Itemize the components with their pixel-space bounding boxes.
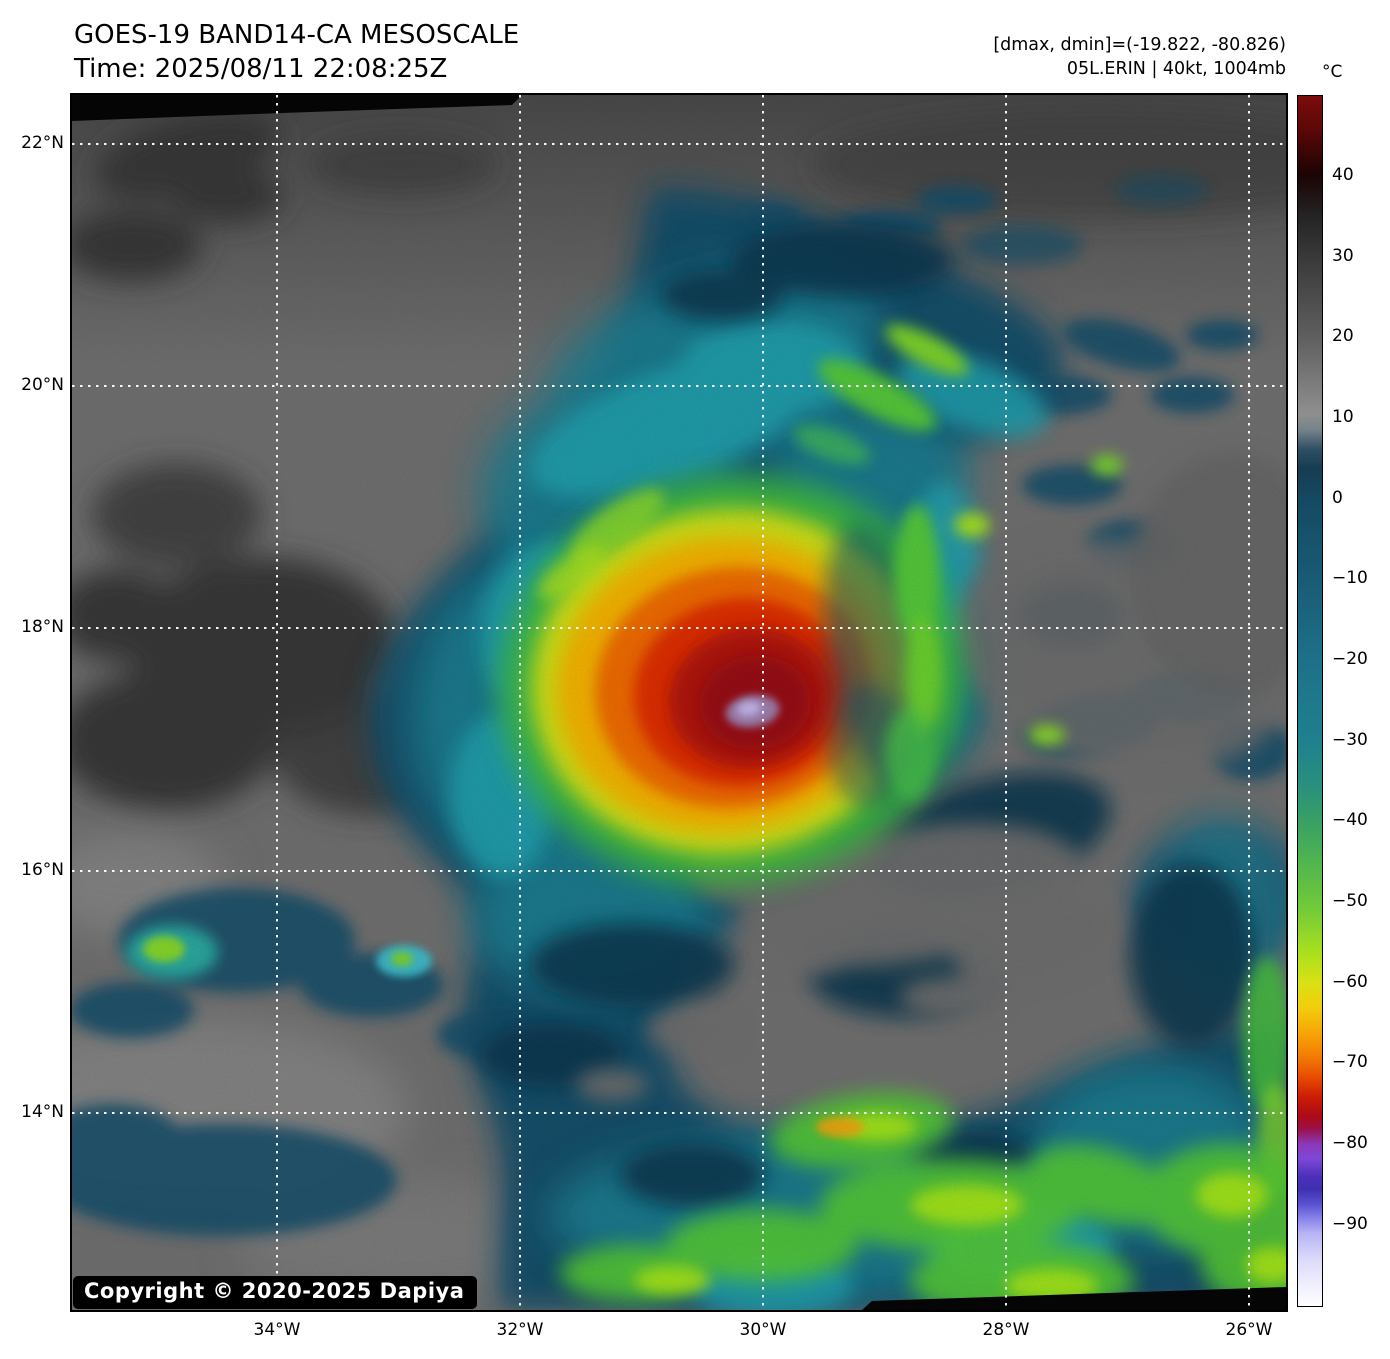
colorbar-tick: 10 [1332, 407, 1354, 427]
lon-tick: 28°W [982, 1320, 1030, 1340]
colorbar-unit-label: °C [1322, 62, 1343, 82]
satellite-image [72, 95, 1286, 1310]
colorbar-tick: −40 [1332, 810, 1368, 830]
page-title: GOES-19 BAND14-CA MESOSCALE [74, 20, 520, 50]
lat-tick: 22°N [21, 133, 64, 153]
graticule [72, 95, 1286, 1310]
lon-tick: 26°W [1225, 1320, 1273, 1340]
colorbar [1297, 95, 1323, 1307]
colorbar-tick: 0 [1332, 488, 1343, 508]
colorbar-tick: −60 [1332, 972, 1368, 992]
colorbar-tick: −90 [1332, 1214, 1368, 1234]
colorbar-tick: 40 [1332, 165, 1354, 185]
colorbar-tick: 30 [1332, 246, 1354, 266]
colorbar-tick: 20 [1332, 326, 1354, 346]
copyright-badge: Copyright © 2020-2025 Dapiya [73, 1276, 478, 1309]
annotations: [dmax, dmin]=(-19.822, -80.826) 05L.ERIN… [993, 33, 1286, 81]
colorbar-tick: −70 [1332, 1052, 1368, 1072]
timestamp: Time: 2025/08/11 22:08:25Z [74, 54, 448, 84]
satellite-map: Copyright © 2020-2025 Dapiya [70, 93, 1288, 1312]
dmax-dmin-annotation: [dmax, dmin]=(-19.822, -80.826) [993, 35, 1286, 55]
lat-tick: 20°N [21, 375, 64, 395]
lat-tick: 16°N [21, 860, 64, 880]
lon-tick: 30°W [739, 1320, 787, 1340]
lat-tick: 14°N [21, 1102, 64, 1122]
colorbar-tick: −80 [1332, 1133, 1368, 1153]
colorbar-tick: −20 [1332, 649, 1368, 669]
colorbar-tick: −50 [1332, 891, 1368, 911]
header: GOES-19 BAND14-CA MESOSCALE Time: 2025/0… [74, 18, 519, 86]
colorbar-tick: −30 [1332, 730, 1368, 750]
lon-tick: 34°W [253, 1320, 301, 1340]
lon-tick: 32°W [496, 1320, 544, 1340]
storm-annotation: 05L.ERIN | 40kt, 1004mb [1066, 59, 1286, 79]
colorbar-tick: −10 [1332, 568, 1368, 588]
lat-tick: 18°N [21, 617, 64, 637]
